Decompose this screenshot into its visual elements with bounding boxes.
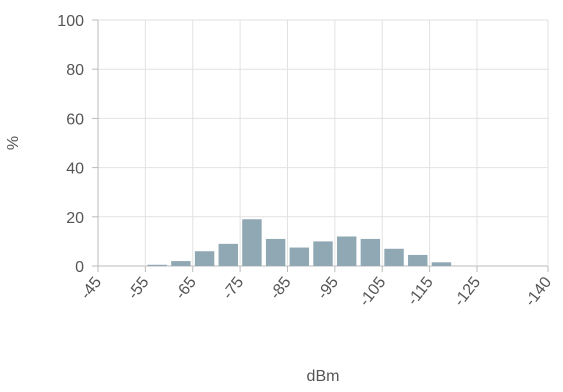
y-tick-label: 60 bbox=[66, 111, 84, 128]
x-tick-label: -125 bbox=[451, 274, 484, 310]
histogram-bar bbox=[289, 247, 310, 266]
histogram-bar bbox=[218, 243, 238, 266]
x-tick-label: -75 bbox=[220, 274, 248, 303]
histogram-bar bbox=[265, 238, 286, 266]
histogram-bar bbox=[147, 264, 167, 266]
axis-layer bbox=[92, 19, 549, 272]
x-tick-label: -65 bbox=[172, 274, 200, 303]
y-axis-label: % bbox=[5, 136, 22, 150]
histogram-bar bbox=[360, 238, 381, 266]
histogram-bar bbox=[336, 236, 357, 266]
histogram-bar bbox=[431, 262, 452, 266]
y-tick-label: 20 bbox=[66, 210, 84, 227]
histogram-bar bbox=[194, 251, 215, 266]
x-tick-label: -115 bbox=[404, 274, 436, 309]
y-tick-label: 40 bbox=[66, 161, 84, 178]
bar-layer bbox=[147, 219, 452, 266]
y-tick-label: 0 bbox=[75, 259, 84, 276]
y-tick-label: 80 bbox=[66, 62, 84, 79]
histogram-bar bbox=[171, 261, 191, 266]
histogram-bar bbox=[384, 248, 404, 266]
x-axis-label: dBm bbox=[307, 368, 340, 385]
histogram-bar bbox=[242, 219, 262, 266]
grid-layer bbox=[97, 19, 549, 267]
x-tick-label: -140 bbox=[522, 274, 555, 310]
x-tick-label: -45 bbox=[78, 274, 106, 303]
x-tick-label: -55 bbox=[125, 274, 153, 303]
x-tick-label: -105 bbox=[356, 274, 389, 310]
y-tick-label: 100 bbox=[57, 13, 84, 30]
histogram-bar bbox=[313, 241, 333, 266]
x-tick-label: -95 bbox=[314, 274, 342, 303]
x-tick-label: -85 bbox=[267, 274, 295, 303]
histogram-bar bbox=[408, 254, 428, 266]
